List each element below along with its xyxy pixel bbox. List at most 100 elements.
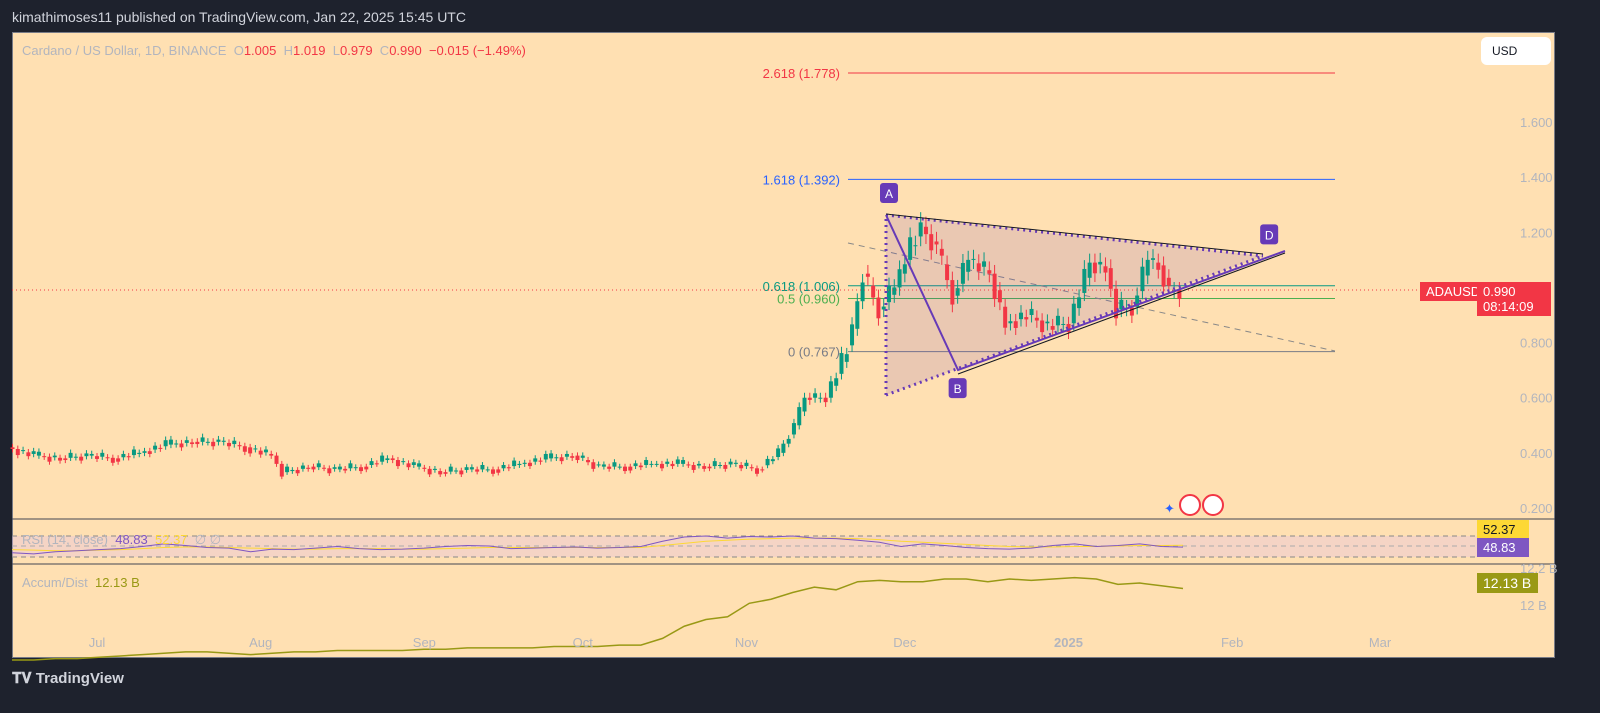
candle-body[interactable] (1024, 317, 1029, 320)
candle-body[interactable] (316, 463, 321, 468)
candle-body[interactable] (707, 466, 712, 469)
candle-body[interactable] (950, 280, 955, 305)
candle-body[interactable] (1087, 262, 1092, 278)
candle-body[interactable] (369, 461, 374, 465)
candle-body[interactable] (110, 457, 115, 463)
candle-body[interactable] (385, 458, 390, 461)
candle-body[interactable] (960, 262, 965, 284)
candle-body[interactable] (902, 264, 907, 274)
candle-body[interactable] (887, 285, 891, 303)
candle-body[interactable] (1092, 262, 1097, 274)
candle-body[interactable] (168, 439, 173, 445)
candle-body[interactable] (1108, 268, 1113, 289)
candle-body[interactable] (221, 440, 226, 442)
candle-body[interactable] (253, 448, 258, 450)
candle-body[interactable] (337, 466, 342, 470)
candle-body[interactable] (776, 448, 781, 457)
candle-body[interactable] (153, 445, 158, 450)
candle-body[interactable] (179, 443, 184, 448)
candle-body[interactable] (659, 463, 664, 469)
candle-body[interactable] (1103, 266, 1108, 273)
symbol-legend[interactable]: Cardano / US Dollar, 1D, BINANCE O1.005 … (22, 43, 526, 58)
candle-body[interactable] (665, 461, 670, 464)
candle-body[interactable] (527, 462, 532, 467)
candle-body[interactable] (828, 381, 833, 398)
candle-body[interactable] (601, 464, 606, 467)
candle-body[interactable] (596, 464, 601, 466)
candle-body[interactable] (1166, 277, 1171, 286)
candle-body[interactable] (934, 241, 939, 245)
candle-body[interactable] (749, 467, 754, 469)
candle-body[interactable] (205, 441, 210, 443)
candle-body[interactable] (702, 466, 707, 469)
candle-body[interactable] (591, 462, 596, 469)
candle-body[interactable] (163, 440, 168, 447)
candle-body[interactable] (908, 237, 913, 260)
pattern-point-A[interactable] (880, 183, 898, 204)
candle-body[interactable] (121, 453, 126, 458)
candle-body[interactable] (564, 453, 569, 457)
candle-body[interactable] (390, 458, 395, 461)
pattern-point-D[interactable] (1260, 224, 1279, 245)
candle-body[interactable] (681, 460, 686, 464)
candle-body[interactable] (844, 354, 849, 362)
candle-body[interactable] (58, 457, 63, 461)
candle-body[interactable] (765, 458, 770, 466)
candle-body[interactable] (1019, 312, 1023, 320)
candle-body[interactable] (876, 297, 881, 319)
candle-body[interactable] (733, 462, 738, 464)
candle-body[interactable] (1008, 321, 1013, 324)
candle-body[interactable] (422, 467, 427, 469)
candle-body[interactable] (1161, 265, 1166, 287)
candle-body[interactable] (31, 451, 36, 454)
candle-body[interactable] (1013, 321, 1018, 328)
candle-body[interactable] (1029, 308, 1034, 316)
candle-body[interactable] (1114, 288, 1119, 319)
candle-body[interactable] (897, 269, 902, 288)
candle-body[interactable] (332, 467, 337, 469)
candle-body[interactable] (559, 457, 564, 462)
candle-body[interactable] (913, 245, 918, 247)
triangle-bottom-edge[interactable] (885, 254, 1264, 397)
candle-body[interactable] (1177, 290, 1182, 300)
candle-body[interactable] (1003, 306, 1008, 328)
candle-body[interactable] (295, 469, 300, 474)
candle-body[interactable] (1077, 297, 1082, 309)
candle-body[interactable] (881, 306, 886, 310)
candle-body[interactable] (686, 464, 691, 466)
candle-body[interactable] (68, 452, 73, 458)
candle-body[interactable] (1055, 315, 1060, 326)
candle-body[interactable] (760, 469, 765, 471)
candle-body[interactable] (644, 460, 649, 465)
candle-body[interactable] (675, 459, 680, 464)
candle-body[interactable] (1145, 259, 1150, 276)
candle-body[interactable] (987, 270, 992, 274)
candle-body[interactable] (131, 449, 136, 456)
candle-body[interactable] (15, 449, 20, 456)
candle-body[interactable] (274, 455, 279, 464)
candle-body[interactable] (242, 446, 247, 452)
candle-body[interactable] (26, 452, 31, 457)
candle-body[interactable] (691, 464, 696, 470)
candle-body[interactable] (1082, 268, 1087, 293)
candle-body[interactable] (992, 273, 997, 300)
candle-body[interactable] (427, 468, 432, 475)
candle-body[interactable] (496, 469, 501, 473)
candle-body[interactable] (480, 464, 485, 470)
candle-body[interactable] (195, 441, 200, 445)
candle-body[interactable] (116, 458, 121, 462)
candle-body[interactable] (1050, 326, 1055, 330)
candle-body[interactable] (549, 453, 554, 459)
candle-body[interactable] (190, 442, 195, 445)
resistance-line[interactable] (885, 213, 1264, 255)
candle-body[interactable] (633, 463, 638, 467)
candle-body[interactable] (475, 469, 480, 472)
candle-body[interactable] (1034, 317, 1039, 321)
candle-body[interactable] (997, 290, 1002, 303)
candle-body[interactable] (649, 463, 654, 465)
candle-body[interactable] (311, 466, 316, 470)
candle-body[interactable] (1066, 323, 1071, 333)
candle-body[interactable] (517, 463, 522, 465)
candle-body[interactable] (723, 464, 728, 469)
